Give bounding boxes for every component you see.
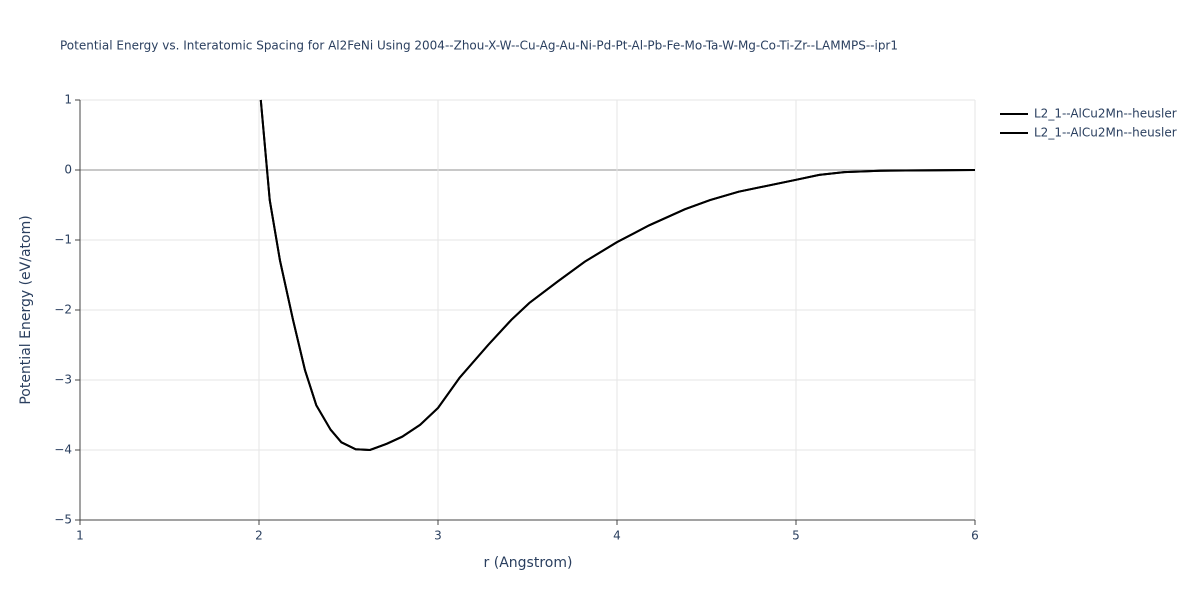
y-tick-label: −4 (54, 443, 72, 457)
y-tick-label: −3 (54, 373, 72, 387)
y-tick-label: −5 (54, 513, 72, 527)
y-axis-title: Potential Energy (eV/atom) (18, 215, 34, 404)
y-tick-label: −1 (54, 233, 72, 247)
legend-label: L2_1--AlCu2Mn--heusler (1034, 107, 1177, 121)
y-tick-label: 0 (64, 163, 72, 177)
y-tick-label: 1 (64, 93, 72, 107)
x-tick-label: 5 (792, 529, 800, 543)
y-tick-label: −2 (54, 303, 72, 317)
x-tick-label: 1 (76, 529, 84, 543)
x-tick-label: 4 (613, 529, 621, 543)
x-tick-label: 3 (434, 529, 442, 543)
x-axis-title: r (Angstrom) (484, 555, 573, 571)
x-tick-label: 2 (255, 529, 263, 543)
chart-title: Potential Energy vs. Interatomic Spacing… (60, 39, 898, 53)
line-series (259, 99, 975, 452)
legend-label: L2_1--AlCu2Mn--heusler (1034, 126, 1177, 140)
x-tick-label: 6 (971, 529, 979, 543)
